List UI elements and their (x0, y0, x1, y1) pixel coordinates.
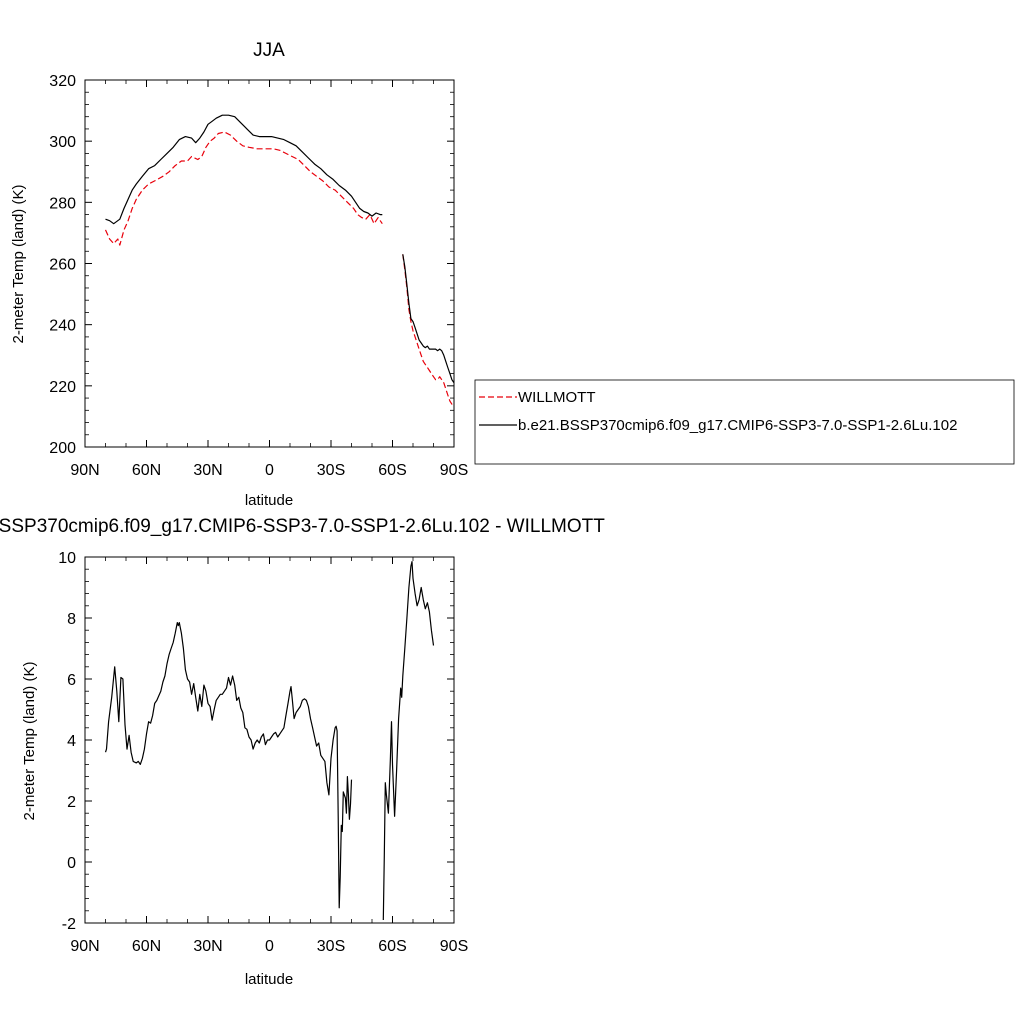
bottom-chart-ylabel: 2-meter Temp (land) (K) (21, 662, 38, 821)
top-x-tick-label: 60S (378, 462, 406, 479)
bottom-x-tick-label: 30N (193, 938, 222, 955)
bottom-y-tick-label: 6 (67, 672, 76, 689)
top-x-tick-label: 90N (70, 462, 99, 479)
bottom-x-tick-label: 0 (265, 938, 274, 955)
bottom-y-tick-label: 2 (67, 794, 76, 811)
bottom-y-tick-label: -2 (62, 916, 76, 933)
bottom-x-tick-label: 30S (317, 938, 345, 955)
top-series-willmott-line (402, 254, 454, 405)
top-y-tick-label: 320 (49, 73, 76, 90)
top-y-tick-label: 280 (49, 195, 76, 212)
top-series-willmott-line (104, 131, 383, 246)
bottom-y-tick-label: 4 (67, 733, 76, 750)
top-x-tick-label: 60N (132, 462, 161, 479)
bottom-x-tick-label: 60S (378, 938, 406, 955)
top-x-tick-label: 30S (317, 462, 345, 479)
top-plot-frame (84, 79, 455, 448)
top-y-tick-label: 240 (49, 318, 76, 335)
bottom-series-difference-line (104, 621, 353, 909)
legend-label-model: b.e21.BSSP370cmip6.f09_g17.CMIP6-SSP3-7.… (518, 417, 957, 434)
legend: WILLMOTT b.e21.BSSP370cmip6.f09_g17.CMIP… (474, 379, 1015, 465)
bottom-y-tick-label: 0 (67, 855, 76, 872)
bottom-x-tick-label: 90N (70, 938, 99, 955)
bottom-series-difference-line (382, 560, 435, 921)
top-series-model-line (402, 254, 455, 384)
legend-box (474, 379, 1015, 465)
bottom-y-tick-label: 10 (58, 550, 76, 567)
top-y-tick-label: 300 (49, 134, 76, 151)
bottom-chart-title: b.e21.BSSP370cmip6.f09_g17.CMIP6-SSP3-7.… (0, 516, 605, 537)
legend-label-willmott: WILLMOTT (518, 389, 596, 406)
top-y-tick-label: 260 (49, 257, 76, 274)
top-x-tick-label: 30N (193, 462, 222, 479)
top-chart-ylabel: 2-meter Temp (land) (K) (10, 185, 27, 344)
top-series-model-line (105, 114, 383, 225)
bottom-x-tick-label: 90S (440, 938, 468, 955)
bottom-x-tick-label: 60N (132, 938, 161, 955)
bottom-y-tick-label: 8 (67, 611, 76, 628)
top-x-tick-label: 90S (440, 462, 468, 479)
top-y-tick-label: 200 (49, 440, 76, 457)
top-chart-xlabel: latitude (245, 492, 293, 509)
bottom-chart-xlabel: latitude (245, 971, 293, 988)
top-x-tick-label: 0 (265, 462, 274, 479)
top-chart-title: JJA (253, 40, 285, 61)
top-y-tick-label: 220 (49, 379, 76, 396)
